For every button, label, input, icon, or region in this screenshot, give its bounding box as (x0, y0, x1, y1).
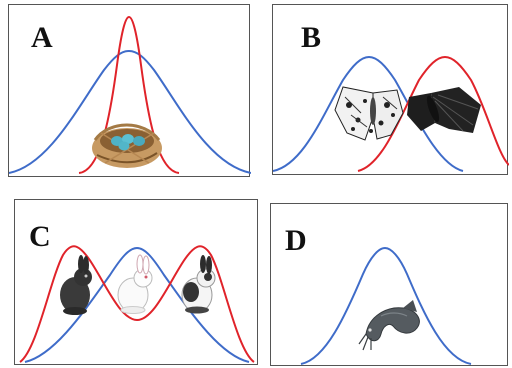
panel-d: D (270, 203, 508, 366)
panel-label: C (29, 220, 51, 253)
patched-rabbit-icon (181, 255, 216, 314)
dark-rabbit-icon (60, 255, 92, 315)
panel-c-graph (19, 245, 255, 363)
panel-a-graph (9, 15, 251, 174)
white-rabbit-icon (117, 254, 153, 314)
panel-label: D (285, 224, 307, 257)
panel-c: C (14, 199, 258, 365)
blue-curve (9, 49, 251, 174)
blue-curve (300, 246, 472, 365)
catfish-icon (358, 300, 420, 351)
panel-d-graph (300, 246, 472, 365)
light-moth-icon (334, 86, 404, 141)
panel-a: A (8, 4, 251, 177)
dark-moth-icon (407, 87, 481, 133)
panel-b-graph (273, 55, 509, 172)
blue-curve (24, 246, 250, 363)
red-curve (357, 55, 509, 172)
panel-b: B (272, 4, 509, 175)
panel-label: B (301, 21, 322, 54)
nest-icon (92, 123, 162, 168)
red-curve (19, 245, 255, 363)
panel-label: A (31, 21, 53, 54)
